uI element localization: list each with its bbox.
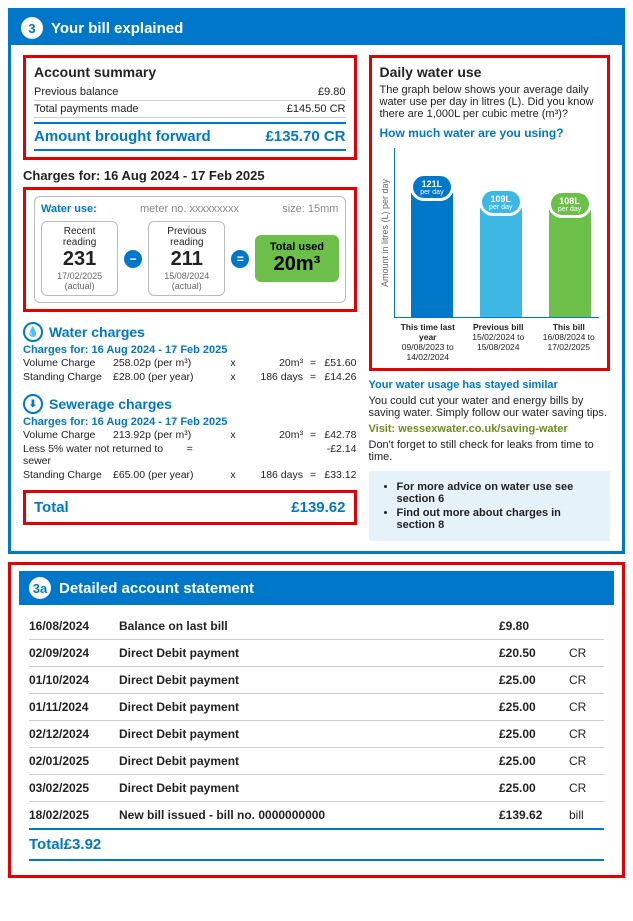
recent-reading-date: 17/02/2025 (actual) (48, 271, 111, 291)
section-3a-header: 3a Detailed account statement (19, 571, 614, 605)
water-charges-title: Water charges (49, 324, 145, 340)
prev-reading-label: Previous reading (155, 226, 218, 248)
account-summary-heading: Account summary (34, 64, 346, 80)
equals-icon: = (231, 250, 249, 268)
recent-reading-label: Recent reading (48, 226, 111, 248)
total-used-label: Total used (265, 241, 328, 253)
chart-bar: 109Lper day (471, 202, 530, 317)
tips-text: You could cut your water and energy bill… (369, 395, 611, 419)
water-drop-icon: 💧 (23, 322, 43, 342)
minus-icon: − (124, 250, 142, 268)
prev-reading-card: Previous reading 211 15/08/2024 (actual) (148, 221, 225, 296)
usage-note: Your water usage has stayed similar (369, 379, 611, 391)
brought-fwd-value: £135.70 CR (265, 128, 345, 145)
statement-row: 16/08/2024Balance on last bill£9.80 (29, 613, 604, 640)
sewerage-charges: ⬇ Sewerage charges Charges for: 16 Aug 2… (23, 394, 357, 482)
water-charges: 💧 Water charges Charges for: 16 Aug 2024… (23, 322, 357, 384)
daily-intro: The graph below shows your average daily… (380, 84, 600, 120)
charge-row: Less 5% water not returned to sewer=-£2.… (23, 442, 357, 468)
statement-row: 02/12/2024Direct Debit payment£25.00CR (29, 721, 604, 748)
statement-row: 01/11/2024Direct Debit payment£25.00CR (29, 694, 604, 721)
advice-2: Find out more about charges in section 8 (397, 507, 561, 531)
water-charges-period: Charges for: 16 Aug 2024 - 17 Feb 2025 (23, 344, 357, 356)
recent-reading-value: 231 (48, 248, 111, 271)
recent-reading-card: Recent reading 231 17/02/2025 (actual) (41, 221, 118, 296)
section-3-title: Your bill explained (51, 20, 183, 37)
total-label: Total (34, 499, 69, 516)
sewer-icon: ⬇ (23, 394, 43, 414)
total-value: £139.62 (291, 499, 345, 516)
daily-water-box: Daily water use The graph below shows yo… (369, 55, 611, 371)
chart-caption: This time last year09/08/2023 to 14/02/2… (398, 322, 459, 362)
sewerage-charges-period: Charges for: 16 Aug 2024 - 17 Feb 2025 (23, 416, 357, 428)
charge-row: Volume Charge213.92p (per m³)x20m³=£42.7… (23, 428, 357, 442)
statement-row: 18/02/2025New bill issued - bill no. 000… (29, 802, 604, 829)
section-3-header: 3 Your bill explained (11, 11, 622, 45)
section-3-badge: 3 (21, 17, 43, 39)
how-much-label: How much water are you using? (380, 126, 600, 140)
statement-row: 02/01/2025Direct Debit payment£25.00CR (29, 748, 604, 775)
statement-row: 02/09/2024Direct Debit payment£20.50CR (29, 640, 604, 667)
chart-y-axis: Amount in litres (L) per day (380, 179, 390, 287)
chart-bar: 121Lper day (403, 187, 462, 317)
visit-link[interactable]: Visit: wessexwater.co.uk/saving-water (369, 423, 611, 435)
payments-label: Total payments made (34, 103, 139, 115)
water-use-box: Water use: meter no. xxxxxxxxx size: 15m… (23, 187, 357, 312)
payments-value: £145.50 CR (287, 103, 346, 115)
chart-caption: Previous bill15/02/2024 to 15/08/2024 (468, 322, 529, 362)
prev-reading-value: 211 (155, 248, 218, 271)
charge-row: Standing Charge£65.00 (per year)x186 day… (23, 468, 357, 482)
section-3a-wrapper: 3a Detailed account statement 16/08/2024… (8, 562, 625, 878)
statement-table: 16/08/2024Balance on last bill£9.8002/09… (29, 613, 604, 829)
prev-balance-label: Previous balance (34, 86, 118, 98)
prev-reading-date: 15/08/2024 (actual) (155, 271, 218, 291)
total-used-value: 20m³ (265, 253, 328, 276)
section-3-panel: 3 Your bill explained Account summary Pr… (8, 8, 625, 554)
brought-fwd-label: Amount brought forward (34, 128, 211, 145)
meter-size: size: 15mm (282, 203, 338, 215)
charge-row: Volume Charge258.02p (per m³)x20m³=£51.6… (23, 356, 357, 370)
advice-1: For more advice on water use see section… (397, 481, 574, 505)
statement-total-label: Total (29, 836, 64, 853)
section-3a-badge: 3a (29, 577, 51, 599)
chart-bar: 108Lper day (540, 204, 599, 317)
water-use-label: Water use: (41, 203, 97, 215)
charges-period: Charges for: 16 Aug 2024 - 17 Feb 2025 (23, 168, 357, 183)
section-3a-title: Detailed account statement (59, 580, 254, 597)
daily-heading: Daily water use (380, 64, 600, 80)
total-box: Total £139.62 (23, 490, 357, 525)
chart-caption: This bill16/08/2024 to 17/02/2025 (539, 322, 600, 362)
sewerage-charges-title: Sewerage charges (49, 396, 172, 412)
statement-total-value: £3.92 (64, 836, 102, 853)
prev-balance-value: £9.80 (318, 86, 346, 98)
account-summary-box: Account summary Previous balance £9.80 T… (23, 55, 357, 160)
statement-total-row: Total £3.92 (29, 828, 604, 861)
charge-row: Standing Charge£28.00 (per year)x186 day… (23, 370, 357, 384)
usage-chart: Amount in litres (L) per day 121Lper day… (380, 148, 600, 318)
meter-no: meter no. xxxxxxxxx (140, 203, 239, 215)
leaks-text: Don't forget to still check for leaks fr… (369, 439, 611, 463)
statement-row: 01/10/2024Direct Debit payment£25.00CR (29, 667, 604, 694)
advice-box: For more advice on water use see section… (369, 471, 611, 541)
total-used-card: Total used 20m³ (255, 235, 338, 282)
statement-row: 03/02/2025Direct Debit payment£25.00CR (29, 775, 604, 802)
